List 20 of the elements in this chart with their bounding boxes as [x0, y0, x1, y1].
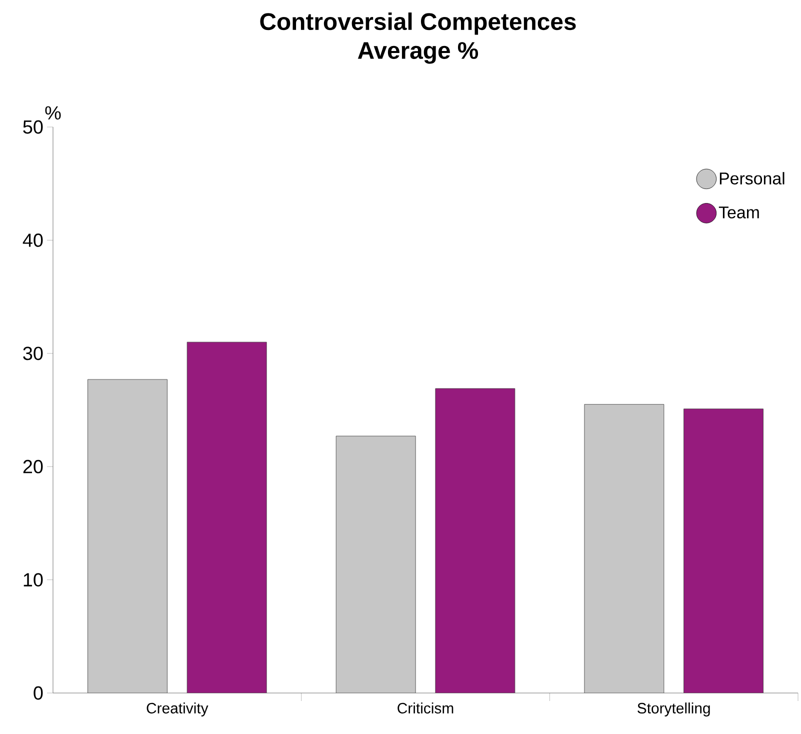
y-tick-label: 40 — [22, 233, 43, 247]
y-tick-label: 20 — [23, 460, 43, 474]
x-tick-label: Storytelling — [638, 702, 710, 716]
y-tick-label: 30 — [23, 346, 43, 360]
chart-title: Controversial Competences — [260, 12, 576, 35]
bar — [336, 436, 416, 693]
bar — [684, 408, 764, 693]
bar — [584, 404, 664, 693]
legend-label: Team — [718, 206, 759, 218]
y-tick-label: 50 — [23, 120, 43, 134]
y-axis-title: % — [45, 106, 61, 120]
x-tick-label: Creativity — [146, 702, 208, 716]
chart-subtitle: Average % — [358, 42, 478, 64]
bar — [88, 379, 168, 693]
bar — [435, 388, 516, 693]
y-tick-label: 0 — [34, 686, 43, 700]
x-tick-label: Criticism — [398, 702, 454, 714]
bar — [186, 342, 267, 693]
legend-label: Personal — [720, 172, 784, 184]
y-tick-label: 10 — [24, 573, 43, 587]
